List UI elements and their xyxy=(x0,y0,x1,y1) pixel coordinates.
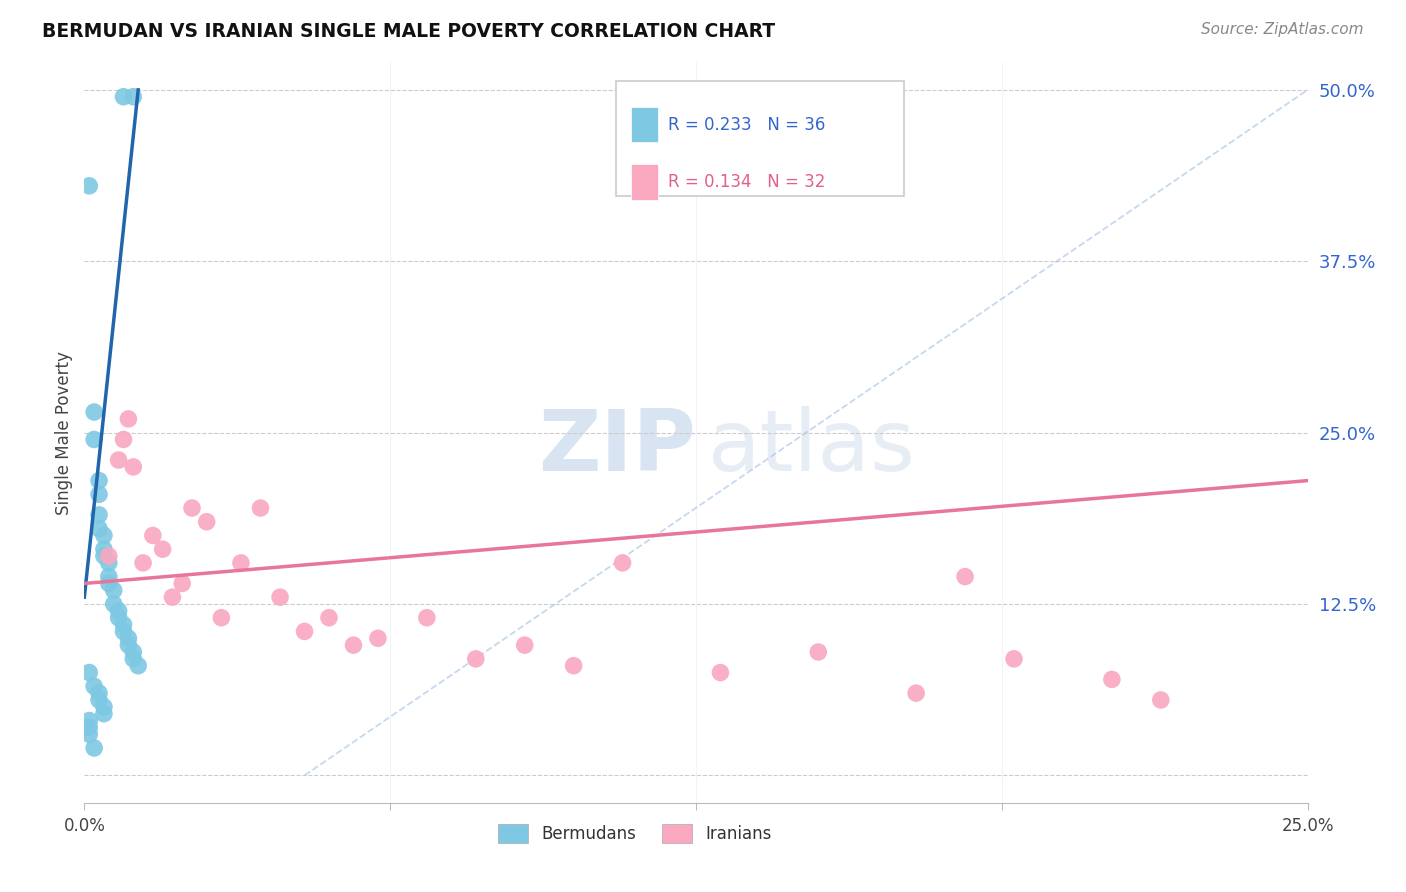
Bar xyxy=(631,164,658,200)
Legend: Bermudans, Iranians: Bermudans, Iranians xyxy=(492,817,778,850)
Point xyxy=(93,706,115,721)
Point xyxy=(107,604,129,618)
Point xyxy=(172,576,194,591)
Point xyxy=(122,652,145,666)
Point xyxy=(77,665,100,680)
Point xyxy=(142,528,165,542)
Text: ZIP: ZIP xyxy=(538,406,696,489)
Point xyxy=(342,638,364,652)
Point xyxy=(77,714,100,728)
Point xyxy=(905,686,928,700)
Point xyxy=(87,693,110,707)
Point xyxy=(112,617,135,632)
Text: Source: ZipAtlas.com: Source: ZipAtlas.com xyxy=(1201,22,1364,37)
Point xyxy=(83,741,105,756)
Point xyxy=(83,433,105,447)
Point xyxy=(77,720,100,734)
Point xyxy=(709,665,731,680)
Point xyxy=(1101,673,1123,687)
Point xyxy=(93,542,115,557)
Point xyxy=(93,528,115,542)
Point xyxy=(152,542,174,557)
Point xyxy=(132,556,155,570)
Point xyxy=(77,727,100,741)
Point xyxy=(209,610,232,624)
Point xyxy=(367,632,389,646)
Point xyxy=(103,597,125,611)
Point xyxy=(464,652,486,666)
Point xyxy=(77,178,100,193)
Point xyxy=(112,624,135,639)
Point xyxy=(103,583,125,598)
Point xyxy=(117,638,139,652)
Point xyxy=(97,576,120,591)
Point xyxy=(97,569,120,583)
Point xyxy=(229,556,252,570)
Point xyxy=(249,501,271,516)
Point xyxy=(97,556,120,570)
Point xyxy=(93,549,115,563)
Point xyxy=(807,645,830,659)
Point xyxy=(112,89,135,103)
Point xyxy=(107,453,129,467)
Point xyxy=(127,658,149,673)
Point xyxy=(562,658,585,673)
Point xyxy=(122,645,145,659)
Point xyxy=(97,549,120,563)
Point xyxy=(117,412,139,426)
Point xyxy=(162,590,184,604)
Point xyxy=(83,679,105,693)
Point xyxy=(93,699,115,714)
Bar xyxy=(631,107,658,143)
Point xyxy=(87,686,110,700)
Text: BERMUDAN VS IRANIAN SINGLE MALE POVERTY CORRELATION CHART: BERMUDAN VS IRANIAN SINGLE MALE POVERTY … xyxy=(42,22,775,41)
Text: R = 0.233   N = 36: R = 0.233 N = 36 xyxy=(668,116,825,134)
Text: atlas: atlas xyxy=(709,406,917,489)
Point xyxy=(122,459,145,474)
Point xyxy=(87,522,110,536)
Point xyxy=(117,632,139,646)
Text: R = 0.134   N = 32: R = 0.134 N = 32 xyxy=(668,173,825,191)
Y-axis label: Single Male Poverty: Single Male Poverty xyxy=(55,351,73,515)
Point xyxy=(1002,652,1025,666)
Point xyxy=(87,474,110,488)
Point xyxy=(195,515,218,529)
Point xyxy=(87,487,110,501)
Point xyxy=(513,638,536,652)
Point xyxy=(107,610,129,624)
Point xyxy=(181,501,204,516)
Point xyxy=(1150,693,1173,707)
Point xyxy=(122,89,145,103)
Point xyxy=(953,569,976,583)
Point xyxy=(612,556,634,570)
Point xyxy=(416,610,439,624)
Point xyxy=(318,610,340,624)
Point xyxy=(269,590,291,604)
Point xyxy=(87,508,110,522)
FancyBboxPatch shape xyxy=(616,81,904,195)
Point xyxy=(83,405,105,419)
Point xyxy=(112,433,135,447)
Point xyxy=(294,624,316,639)
